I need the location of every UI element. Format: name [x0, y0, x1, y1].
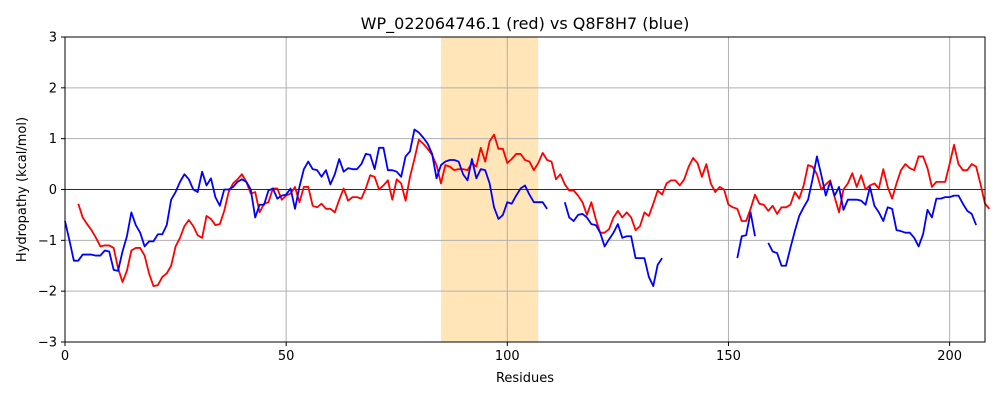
y-tick-label: 1 — [49, 132, 57, 147]
x-tick-label: 100 — [495, 349, 520, 364]
y-tick-label: 3 — [49, 31, 57, 46]
chart-title: WP_022064746.1 (red) vs Q8F8H7 (blue) — [361, 14, 690, 34]
x-tick-label: 200 — [937, 349, 962, 364]
series-1-line-segment-3 — [767, 155, 977, 267]
y-axis-label: Hydropathy (kcal/mol) — [15, 117, 30, 262]
y-tick-label: −2 — [38, 285, 57, 300]
series-1-line-segment-2 — [736, 211, 756, 259]
series-1-line-segment-0 — [64, 128, 548, 272]
x-tick-label: 0 — [61, 349, 69, 364]
y-tick-label: 2 — [49, 81, 57, 96]
series-layer — [64, 128, 991, 287]
x-axis-label: Residues — [496, 371, 554, 386]
y-tick-label: 0 — [49, 183, 57, 198]
x-tick-label: 150 — [716, 349, 741, 364]
series-1-line-segment-1 — [563, 201, 663, 287]
y-tick-label: −1 — [38, 234, 57, 249]
ticks-layer: 0 50 100 150 200 −3 −2 −1 0 1 2 3 — [38, 31, 962, 365]
y-tick-label: −3 — [38, 336, 57, 351]
x-tick-label: 50 — [278, 349, 295, 364]
